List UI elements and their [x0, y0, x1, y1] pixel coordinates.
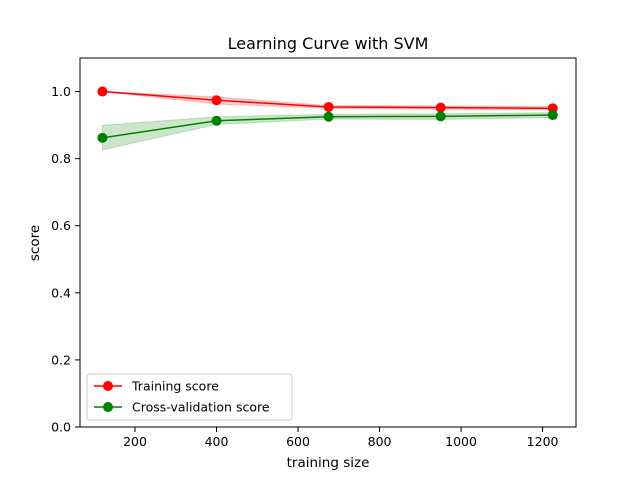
- legend-label-0: Training score: [131, 379, 219, 394]
- chart-title: Learning Curve with SVM: [228, 34, 429, 53]
- legend: Training score Cross-validation score: [86, 373, 293, 421]
- y-tick-label: 0.6: [51, 218, 71, 233]
- series-1-point: [211, 115, 222, 126]
- x-tick-label: 400: [205, 434, 229, 449]
- axes-frame: [79, 57, 577, 428]
- y-tick-label: 0.0: [51, 420, 71, 435]
- series-0-point: [323, 101, 334, 112]
- y-axis-label: score: [27, 225, 43, 261]
- series-1-point: [435, 111, 446, 122]
- y-tick-label: 1.0: [51, 84, 71, 99]
- y-tick-label: 0.4: [51, 285, 71, 300]
- x-tick-label: 600: [286, 434, 310, 449]
- series-1-point: [97, 132, 108, 143]
- series-1-point: [323, 111, 334, 122]
- series-0-point: [211, 95, 222, 106]
- legend-box: [86, 373, 293, 421]
- series-1-point: [547, 110, 558, 121]
- x-axis-label: training size: [287, 455, 370, 471]
- plot-area: [97, 86, 558, 151]
- x-tick-label: 1200: [527, 434, 559, 449]
- axes: 200 400 600 800 1000 1200 0.0 0.2 0.4 0.6 0.8 1.0: [51, 57, 577, 449]
- y-tick-label: 0.8: [51, 151, 71, 166]
- series-0-point: [97, 86, 108, 97]
- x-tick-label: 200: [123, 434, 147, 449]
- legend-label-1: Cross-validation score: [132, 400, 270, 415]
- series-0-point: [435, 102, 446, 113]
- legend-swatch-marker-0: [103, 381, 113, 391]
- x-tick-label: 1000: [445, 434, 477, 449]
- legend-swatch-marker-1: [103, 402, 113, 412]
- y-tick-label: 0.2: [51, 352, 71, 367]
- x-tick-label: 800: [368, 434, 392, 449]
